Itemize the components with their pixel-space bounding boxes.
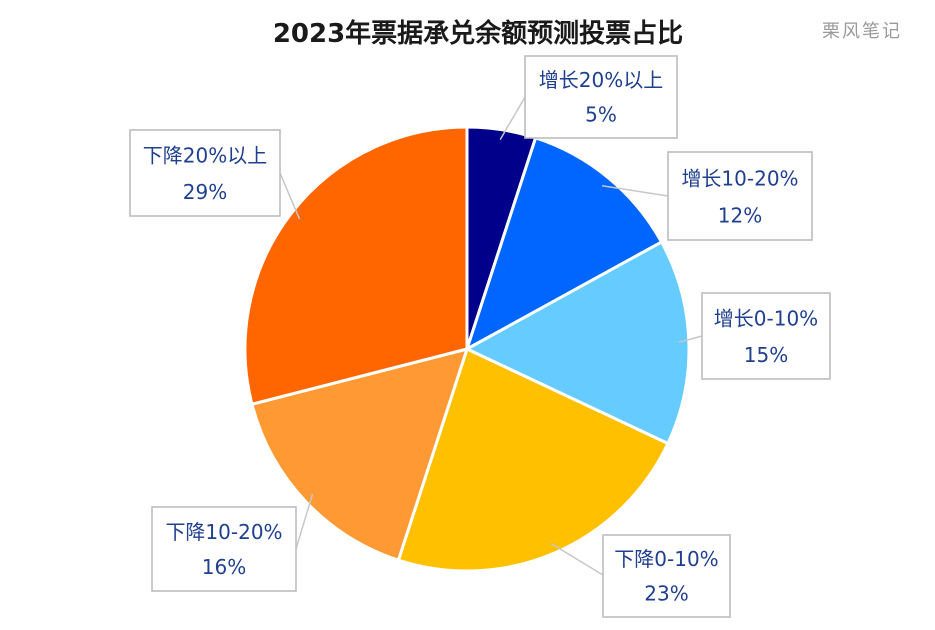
pie-slice-下降0-10pct — [396, 347, 670, 573]
pie-labels: 增长20%以上 5% 增长10-20% 12% 增长0-10% 15% 下降0-10% 23%… — [129, 55, 831, 618]
pie-slice-下降10-20pct — [250, 347, 469, 562]
label-box-增长10-20pct — [667, 151, 813, 241]
slice-label-下降20pct以上: 下降20%以上 — [143, 144, 267, 168]
leader-line-下降20pct以上 — [279, 172, 301, 220]
slice-value-下降20pct以上: 29% — [183, 180, 227, 204]
pie-slice-下降20pct以上 — [243, 125, 469, 406]
leader-line-下降0-10pct — [550, 542, 604, 576]
label-box-下降20pct以上 — [129, 129, 281, 217]
slice-label-增长0-10pct: 增长0-10% — [714, 307, 818, 331]
slice-label-增长20pct以上: 增长20%以上 — [539, 68, 663, 92]
slice-label-增长10-20pct: 增长10-20% — [681, 166, 798, 190]
leader-line-下降10-20pct — [295, 493, 314, 550]
pie-slices — [243, 125, 691, 573]
slice-value-下降0-10pct: 23% — [644, 582, 688, 606]
slice-label-下降10-20pct: 下降10-20% — [165, 520, 282, 544]
chart-title: 2023年票据承兑余额预测投票占比 — [273, 18, 683, 49]
pie-slice-增长0-10pct — [465, 240, 691, 446]
slice-value-增长10-20pct: 12% — [718, 203, 762, 227]
slice-value-增长20pct以上: 5% — [585, 103, 617, 127]
watermark: 栗风笔记 — [822, 21, 902, 42]
leader-line-增长10-20pct — [601, 184, 669, 197]
leader-line-增长0-10pct — [678, 335, 703, 344]
slice-value-增长0-10pct: 15% — [744, 343, 788, 367]
label-box-下降0-10pct — [602, 534, 731, 618]
leader-line-增长20pct以上 — [499, 96, 526, 140]
label-box-增长20pct以上 — [524, 55, 678, 139]
slice-value-下降10-20pct: 16% — [202, 555, 246, 579]
label-box-下降10-20pct — [151, 506, 297, 592]
slice-label-下降0-10pct: 下降0-10% — [614, 547, 718, 571]
pie-slice-增长10-20pct — [465, 136, 664, 351]
label-box-增长0-10pct — [701, 292, 831, 380]
